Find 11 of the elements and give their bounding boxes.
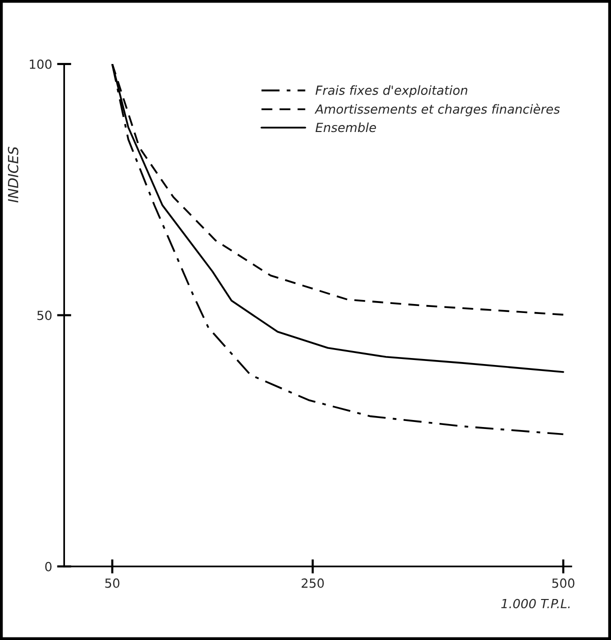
x-tick-label: 250 xyxy=(302,578,324,588)
x-tick-label: 500 xyxy=(552,578,574,588)
legend-label: Frais fixes d'exploitation xyxy=(316,85,468,98)
y-axis-title: INDICES xyxy=(8,146,18,202)
legend-label: Ensemble xyxy=(316,122,376,132)
y-tick-label: 50 xyxy=(37,310,52,320)
x-axis-title: 1.000 T.P.L. xyxy=(501,598,570,608)
x-tick-label: 50 xyxy=(105,578,120,588)
legend-label: Amortissements et charges financières xyxy=(314,104,560,116)
y-tick-label: 100 xyxy=(30,59,52,69)
y-tick-label: 0 xyxy=(45,562,52,572)
